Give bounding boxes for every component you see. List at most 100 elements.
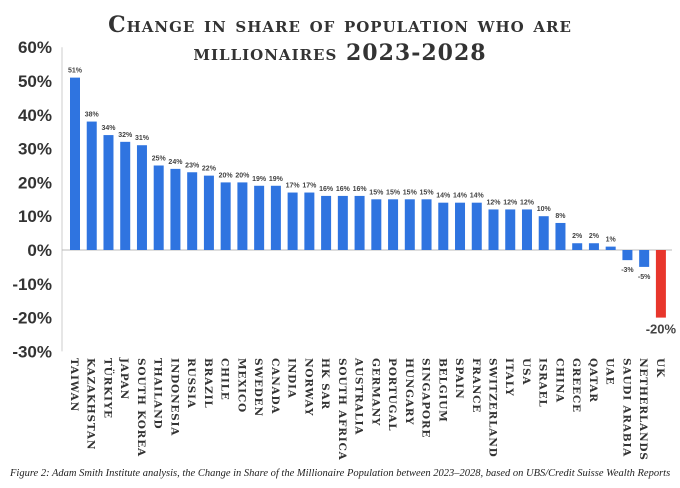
- bar-canada: [270, 185, 281, 250]
- x-tick-label: BELGIUM: [436, 358, 448, 423]
- data-label: 15%: [386, 189, 401, 196]
- y-tick-label: 20%: [18, 173, 52, 192]
- y-tick-label: -10%: [12, 275, 52, 294]
- x-tick-label: INDIA: [286, 358, 298, 399]
- data-label: 16%: [353, 186, 368, 193]
- bar-taiwan: [70, 77, 80, 251]
- data-label: 16%: [319, 186, 334, 193]
- bar-qatar: [588, 243, 599, 250]
- x-tick-label: SPAIN: [453, 358, 465, 399]
- bar-portugal: [388, 199, 399, 250]
- data-label: 14%: [453, 193, 468, 200]
- x-tick-label: SINGAPORE: [420, 358, 432, 438]
- x-tick-label: SOUTH KOREA: [135, 358, 147, 457]
- y-tick-label: 10%: [18, 207, 52, 226]
- y-tick-label: 50%: [18, 72, 52, 91]
- x-tick-label: FRANCE: [470, 358, 482, 413]
- bar-italy: [505, 209, 516, 250]
- x-tick-label: UAE: [604, 358, 616, 385]
- data-label: 19%: [252, 176, 267, 183]
- x-tick-label: SAUDI ARABIA: [620, 358, 632, 457]
- data-label: -20%: [646, 322, 677, 337]
- data-label: 14%: [436, 193, 451, 200]
- data-label: 25%: [152, 156, 167, 163]
- data-label: 1%: [606, 237, 617, 244]
- data-label: 34%: [101, 125, 116, 132]
- x-tick-label: BRAZIL: [202, 358, 214, 409]
- data-label: 20%: [235, 172, 250, 179]
- bar-france: [471, 202, 482, 250]
- data-label: 2%: [572, 233, 583, 240]
- data-label: 19%: [269, 176, 284, 183]
- data-label: 23%: [185, 162, 200, 169]
- bar-indonesia: [170, 168, 181, 250]
- data-label: 32%: [118, 132, 133, 139]
- x-tick-label: RUSSIA: [185, 358, 197, 409]
- bar-spain: [455, 202, 466, 250]
- x-tick-label: NETHERLANDS: [637, 358, 649, 461]
- x-tick-label: UK: [654, 358, 666, 378]
- y-tick-label: 60%: [18, 38, 52, 57]
- data-label: 31%: [135, 135, 150, 142]
- bar-australia: [354, 195, 365, 250]
- data-label: 22%: [202, 166, 217, 173]
- bar-south-korea: [136, 145, 147, 250]
- data-label: 24%: [168, 159, 183, 166]
- data-label: 10%: [537, 206, 552, 213]
- x-tick-label: CHINA: [553, 358, 565, 403]
- x-tick-label: MEXICO: [235, 358, 247, 413]
- bar-brazil: [203, 175, 214, 250]
- y-tick-label: -20%: [12, 309, 52, 328]
- bar-uae: [605, 246, 616, 250]
- bar-belgium: [438, 202, 449, 250]
- x-tick-label: TAIWAN: [68, 358, 80, 412]
- bar-norway: [304, 192, 315, 250]
- x-tick-label: INDONESIA: [168, 358, 180, 436]
- x-tick-label: ISRAEL: [537, 358, 549, 408]
- bar-türkiye: [103, 135, 114, 250]
- bar-hk-sar: [321, 195, 332, 250]
- data-label: 17%: [302, 183, 317, 190]
- x-tick-label: JAPAN: [118, 357, 130, 400]
- bar-china: [555, 222, 566, 250]
- y-tick-label: -30%: [12, 342, 52, 361]
- x-tick-label: TÜRKIYE: [101, 358, 115, 419]
- data-label: 8%: [555, 213, 566, 220]
- bar-saudi-arabia: [622, 250, 633, 261]
- bar-germany: [371, 199, 382, 250]
- chart-title-line-2: millionaires 2023-2028: [193, 40, 487, 66]
- bar-chile: [220, 182, 231, 250]
- x-tick-label: SWITZERLAND: [487, 358, 499, 458]
- bar-india: [287, 192, 298, 250]
- data-label: 38%: [85, 112, 100, 119]
- data-label: 15%: [369, 189, 384, 196]
- figure-caption: Figure 2: Adam Smith Institute analysis,…: [10, 468, 671, 479]
- bar-mexico: [237, 182, 248, 250]
- data-label: 15%: [420, 189, 435, 196]
- bar-south-africa: [337, 195, 348, 250]
- data-label: 51%: [68, 68, 83, 75]
- data-label: 14%: [470, 193, 485, 200]
- y-tick-label: 30%: [18, 140, 52, 159]
- data-label: 12%: [486, 199, 501, 206]
- data-label: -3%: [621, 267, 634, 274]
- bar-singapore: [421, 199, 432, 250]
- bar-japan: [120, 141, 131, 250]
- data-label: 17%: [286, 183, 301, 190]
- x-tick-label: ITALY: [503, 358, 515, 397]
- y-tick-label: 0%: [27, 241, 52, 260]
- data-label: 16%: [336, 186, 351, 193]
- bar-switzerland: [488, 209, 499, 250]
- chart-title-line-1: Change in share of population who are: [108, 12, 572, 38]
- data-label: 12%: [520, 199, 535, 206]
- data-label: 20%: [219, 172, 234, 179]
- bar-kazakhstan: [86, 121, 97, 250]
- bar-greece: [572, 243, 583, 250]
- bar-thailand: [153, 165, 164, 250]
- bar-chart: 60% 50% 40% 30% 20% 10% 0% -10% -20% -30% 51% TAIWA…: [12, 38, 677, 461]
- bar-israel: [538, 216, 549, 250]
- x-tick-label: CHILE: [219, 358, 231, 401]
- x-tick-label: SWEDEN: [252, 358, 264, 417]
- bar-netherlands: [639, 250, 650, 267]
- x-tick-label: NORWAY: [302, 358, 314, 416]
